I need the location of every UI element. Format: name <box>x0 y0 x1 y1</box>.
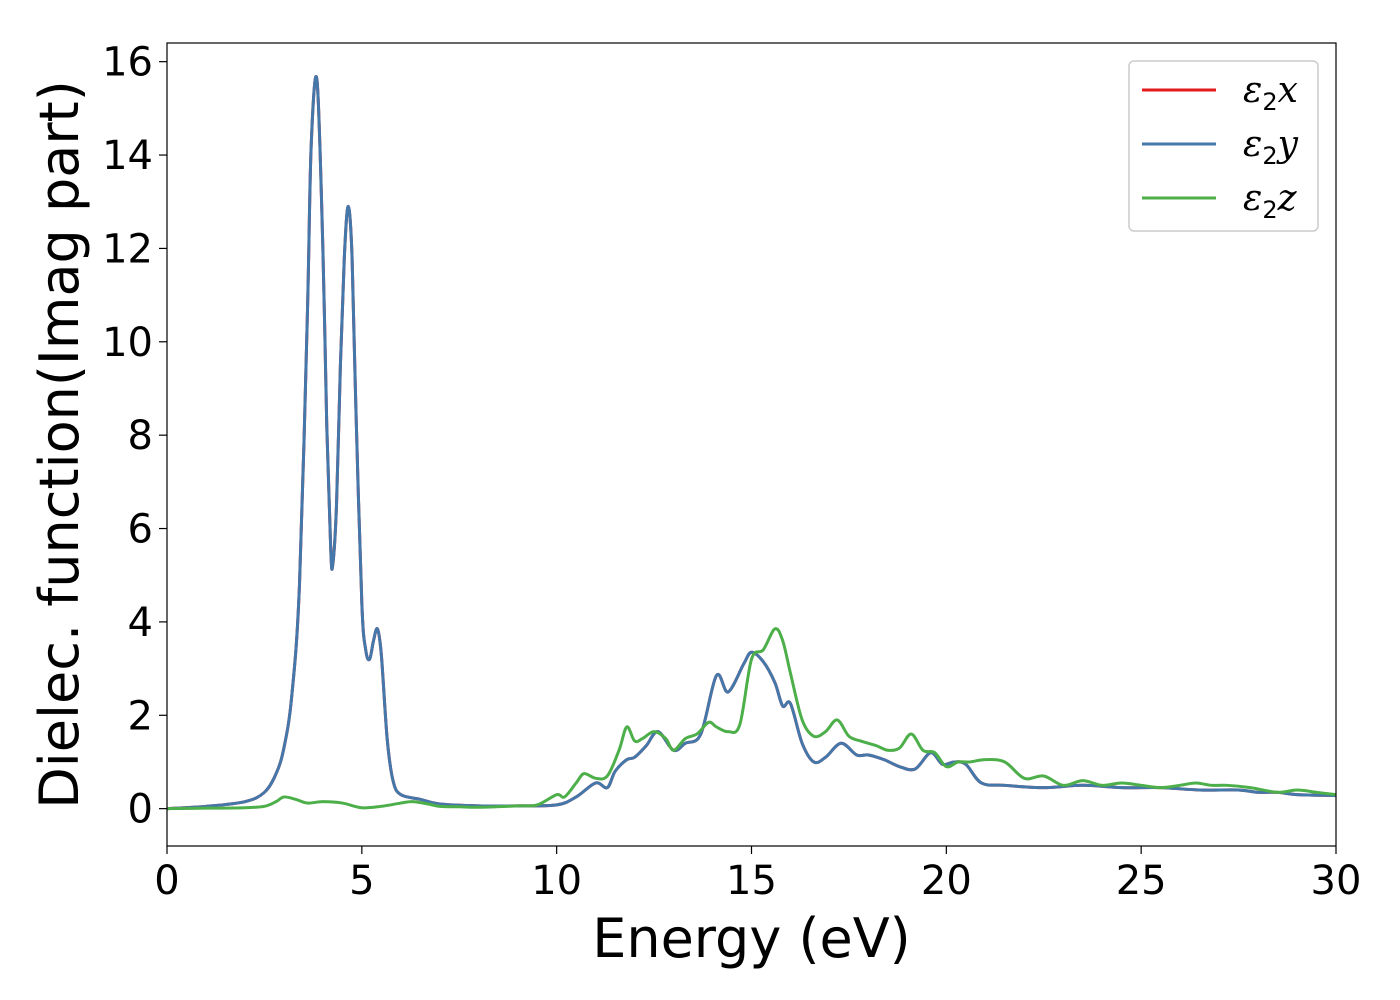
x-axis-label: Energy (eV) <box>592 907 911 970</box>
legend-box <box>1128 60 1319 232</box>
y-tick-label: 2 <box>128 693 153 739</box>
series-line-z <box>167 627 1336 811</box>
y-tick-label: 12 <box>102 226 153 272</box>
legend: ε2x ε2y ε2z <box>1128 60 1319 232</box>
legend-label: ε2y <box>1243 124 1299 170</box>
y-tick-label: 6 <box>128 507 153 553</box>
y-tick-label: 16 <box>102 40 153 86</box>
y-tick-label: 0 <box>128 787 153 833</box>
y-tick-label: 10 <box>102 320 153 366</box>
x-tick-label: 15 <box>726 858 777 904</box>
y-axis-ticks: 0 2 4 6 8 10 12 14 16 <box>102 40 167 833</box>
legend-item-y: ε2y <box>1142 124 1299 170</box>
series-layer <box>167 75 1336 811</box>
x-tick-label: 10 <box>531 858 582 904</box>
y-tick-label: 8 <box>128 413 153 459</box>
x-tick-label: 20 <box>921 858 972 904</box>
y-tick-label: 4 <box>128 600 153 646</box>
x-axis-ticks: 0 5 10 15 20 25 30 <box>154 846 1361 904</box>
x-tick-label: 0 <box>154 858 179 904</box>
x-tick-label: 25 <box>1116 858 1167 904</box>
x-tick-label: 30 <box>1311 858 1362 904</box>
legend-label: ε2x <box>1243 70 1298 116</box>
y-axis-label: Dielec. function(Imag part) <box>28 80 91 809</box>
legend-item-z: ε2z <box>1142 178 1298 224</box>
x-tick-label: 5 <box>349 858 374 904</box>
legend-item-x: ε2x <box>1142 70 1298 116</box>
legend-label: ε2z <box>1243 178 1298 224</box>
y-tick-label: 14 <box>102 133 153 179</box>
